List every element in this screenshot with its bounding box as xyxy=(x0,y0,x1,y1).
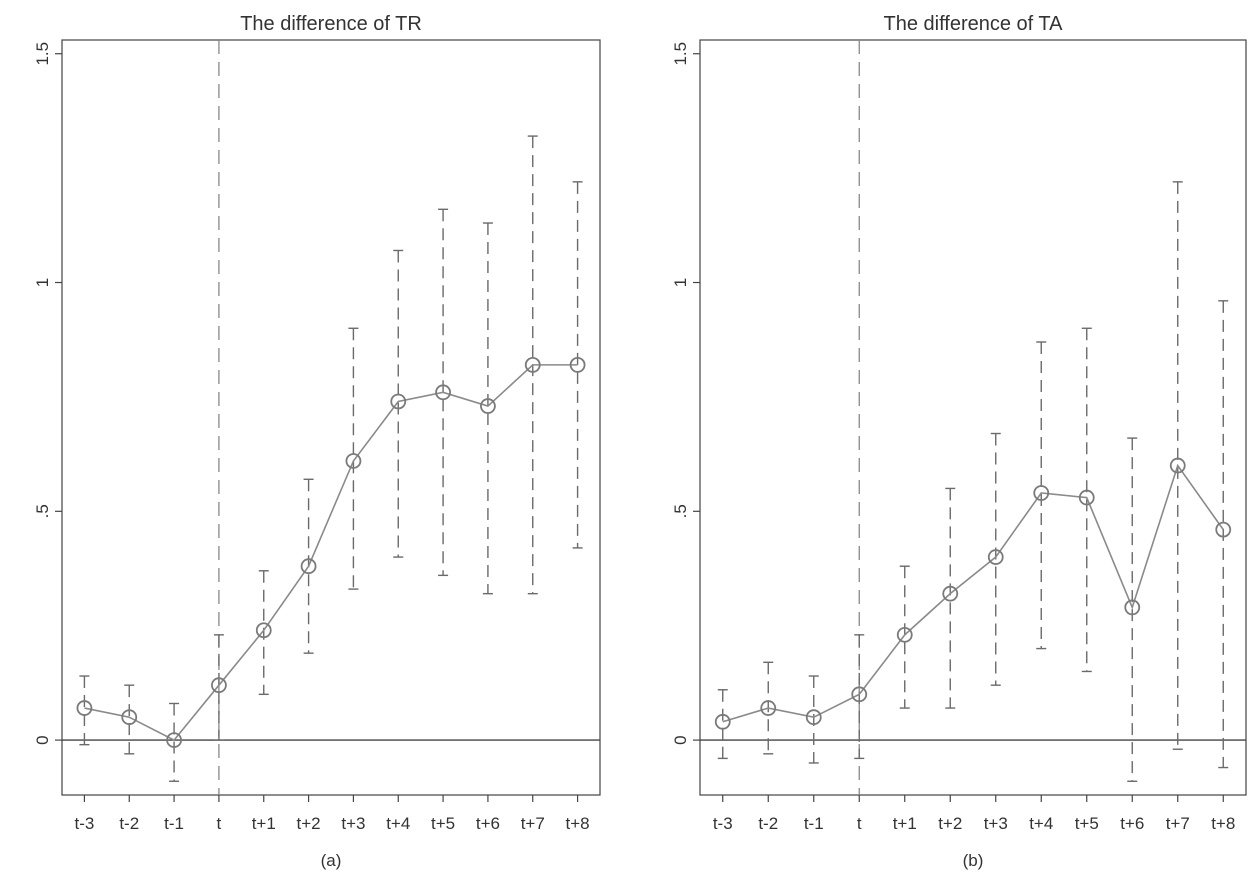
x-tick-label: t xyxy=(857,814,862,833)
data-point xyxy=(1169,457,1186,474)
data-point xyxy=(760,700,777,716)
x-tick-label: t-2 xyxy=(758,814,778,833)
data-point xyxy=(805,709,822,726)
data-point xyxy=(345,453,362,469)
x-tick-label: t+6 xyxy=(1120,814,1144,833)
data-point xyxy=(714,713,731,730)
x-tick-label: t-1 xyxy=(164,814,184,833)
x-tick-label: t+4 xyxy=(1029,814,1053,833)
y-tick-label: 0 xyxy=(33,735,52,744)
x-tick-label: t+3 xyxy=(984,814,1008,833)
data-point xyxy=(480,398,496,414)
x-tick-label: t+2 xyxy=(938,814,962,833)
y-tick-label: 1 xyxy=(671,278,690,287)
y-tick-label: .5 xyxy=(671,504,690,518)
y-tick-label: 0 xyxy=(671,735,690,744)
data-point xyxy=(435,384,451,401)
x-tick-label: t+5 xyxy=(1075,814,1099,833)
data-point xyxy=(300,558,317,575)
plot-frame xyxy=(61,39,601,796)
y-tick-label: 1.5 xyxy=(33,42,52,66)
x-tick-label: t-3 xyxy=(74,814,94,833)
plot-frame xyxy=(699,39,1247,796)
data-point xyxy=(121,709,138,726)
x-tick-label: t+2 xyxy=(297,814,321,833)
x-tick-label: t+8 xyxy=(1211,814,1235,833)
panel-b: The difference of TA 0 .5 1 1.5 t-3 t-2 t-1 t t+1… xyxy=(671,13,1247,870)
data-point xyxy=(569,356,586,373)
data-point xyxy=(896,626,913,643)
data-point xyxy=(1215,521,1232,538)
data-point xyxy=(76,700,93,716)
x-tick-label: t-2 xyxy=(119,814,139,833)
x-tick-label: t-3 xyxy=(713,814,733,833)
x-tick-label: t+7 xyxy=(521,814,545,833)
data-point xyxy=(942,585,959,602)
chart-title: The difference of TA xyxy=(884,13,1064,35)
data-point xyxy=(211,677,227,694)
y-tick-label: 1 xyxy=(33,278,52,287)
x-tick-label: t+8 xyxy=(566,814,590,833)
x-tick-label: t xyxy=(217,814,222,833)
data-point xyxy=(1124,599,1141,616)
data-point xyxy=(255,622,272,639)
data-point xyxy=(851,686,868,703)
x-tick-label: t+4 xyxy=(386,814,410,833)
panel-caption: (a) xyxy=(321,851,342,870)
chart-title: The difference of TR xyxy=(240,13,422,35)
data-point xyxy=(166,732,182,748)
panel-a: The difference of TR 0 .5 1 1.5 t-3 t-2 t-1 t t+1… xyxy=(33,13,601,870)
x-tick-label: t+5 xyxy=(431,814,455,833)
series-line xyxy=(84,364,578,742)
data-point xyxy=(987,549,1004,565)
x-tick-label: t+6 xyxy=(476,814,500,833)
x-tick-label: t+7 xyxy=(1166,814,1190,833)
x-tick-label: t+1 xyxy=(893,814,917,833)
x-tick-label: t+3 xyxy=(341,814,365,833)
y-tick-label: 1.5 xyxy=(671,42,690,66)
series-line xyxy=(722,463,1224,723)
data-point xyxy=(1078,489,1095,506)
panel-caption: (b) xyxy=(963,851,984,870)
y-tick-label: .5 xyxy=(33,504,52,518)
data-point xyxy=(524,356,541,373)
x-tick-label: t+1 xyxy=(252,814,276,833)
x-tick-label: t-1 xyxy=(804,814,824,833)
data-point xyxy=(390,393,407,410)
data-point xyxy=(1033,485,1050,501)
